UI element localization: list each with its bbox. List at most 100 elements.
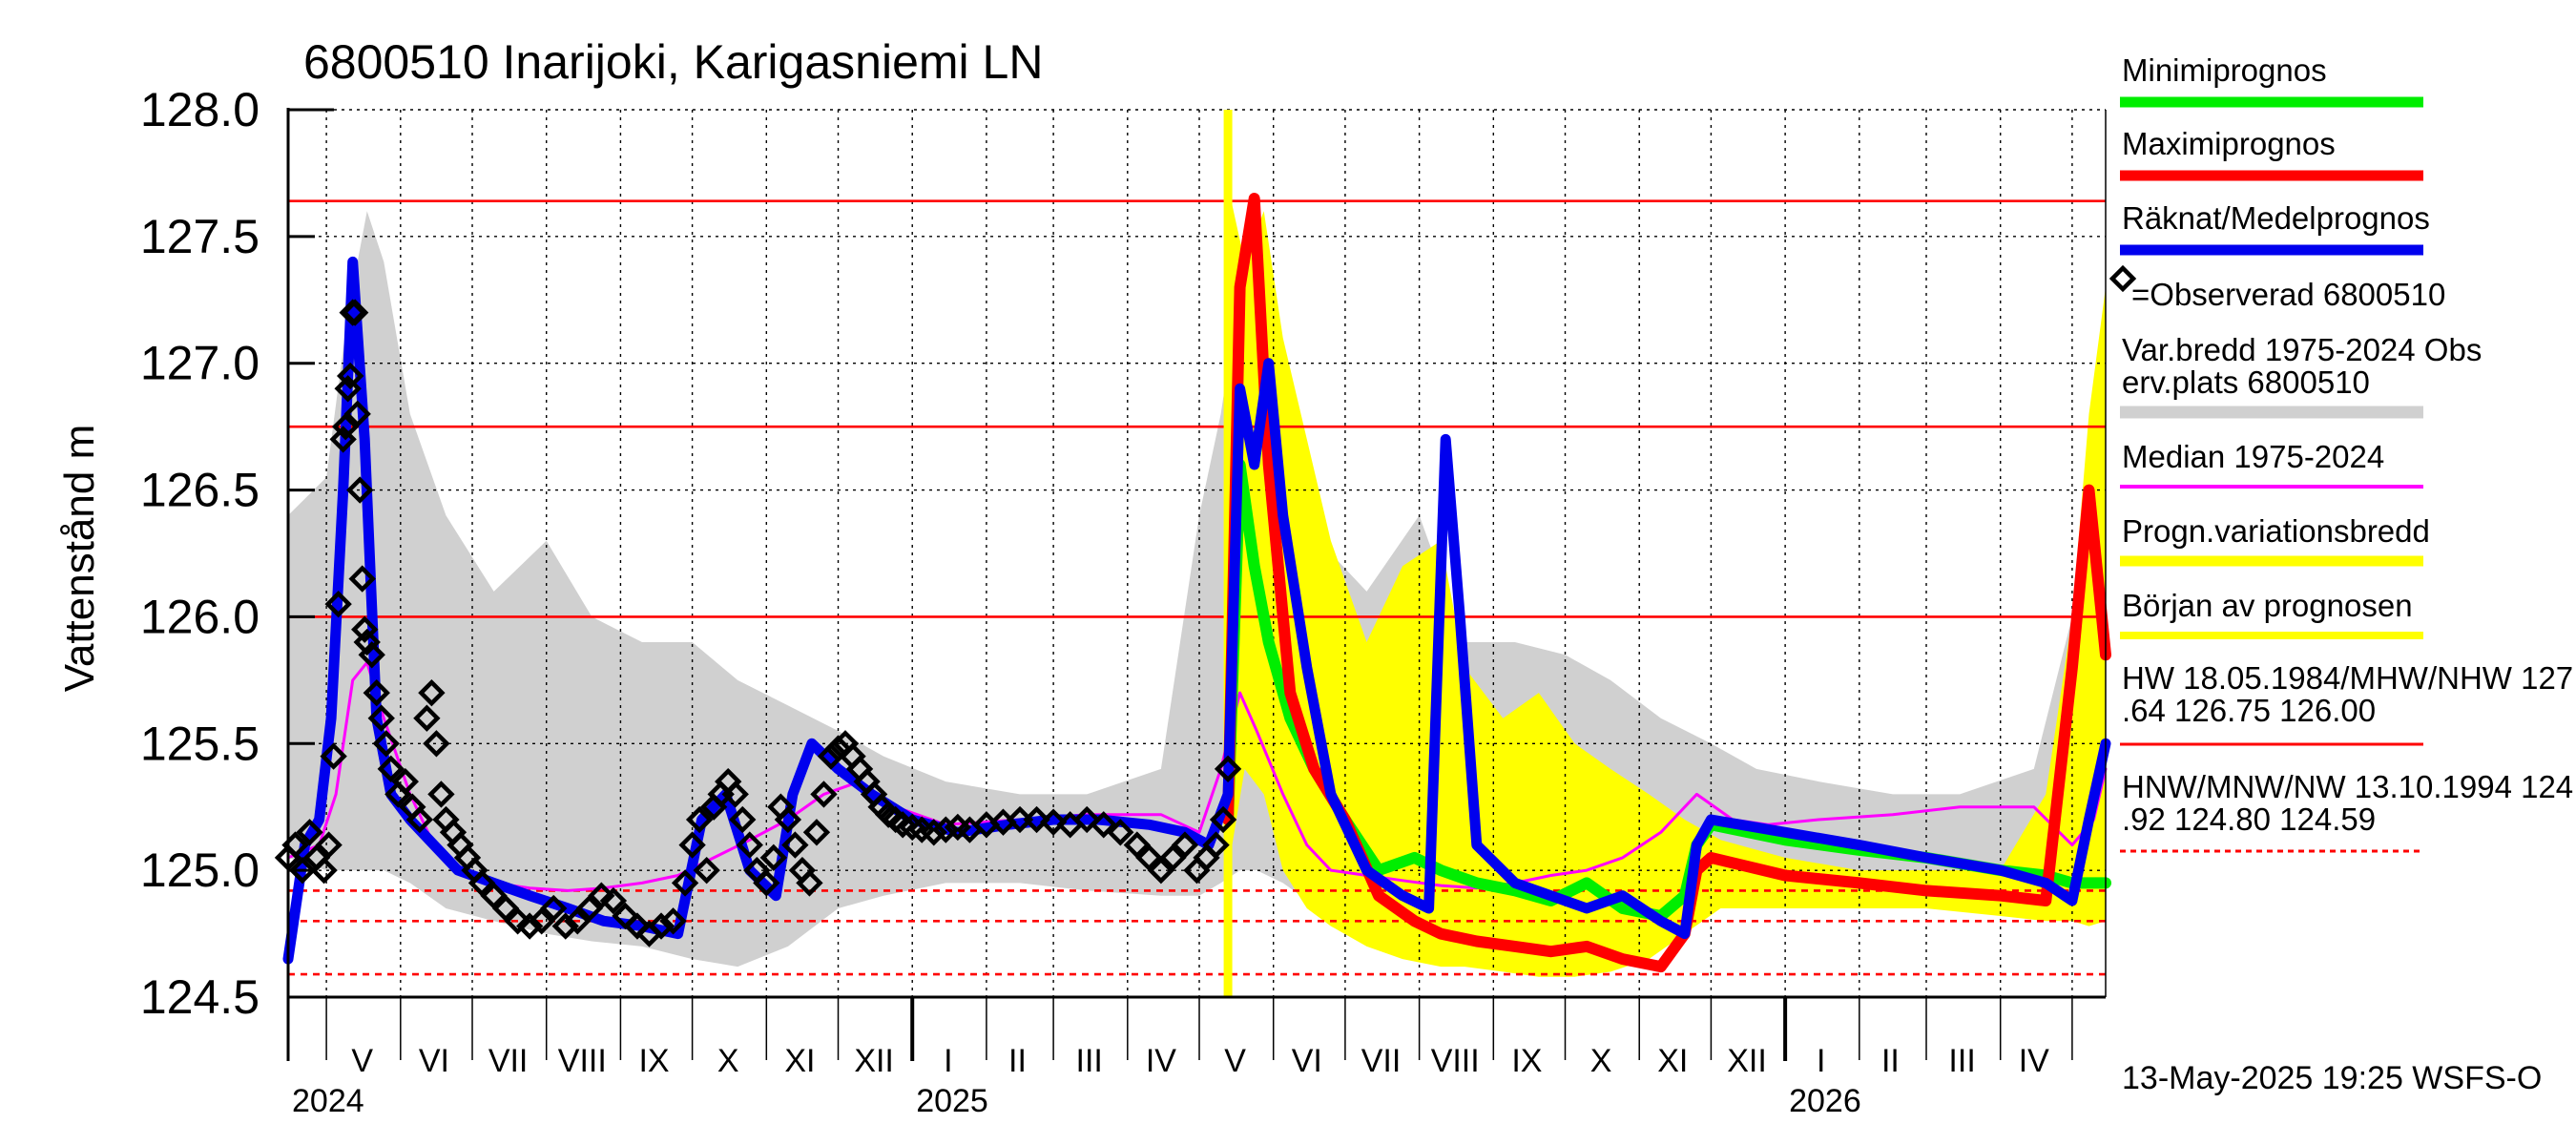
y-tick-label: 125.5 [140, 717, 260, 770]
observed-point [343, 400, 371, 428]
observed-point [774, 805, 802, 834]
month-label: II [1881, 1043, 1900, 1079]
legend-label: Minimiprognos [2122, 52, 2327, 88]
month-label: IX [1511, 1043, 1542, 1079]
observed-point [418, 678, 446, 707]
month-label: X [1590, 1043, 1612, 1079]
y-tick-label: 126.5 [140, 464, 260, 517]
observed-point [405, 805, 434, 834]
observed-point [363, 678, 390, 707]
y-tick-label: 127.5 [140, 210, 260, 263]
legend-label: Början av prognosen [2122, 588, 2413, 623]
month-label: VIII [558, 1043, 607, 1079]
observed-point [599, 886, 628, 915]
observed-point [423, 730, 450, 758]
month-label: VII [1361, 1043, 1402, 1079]
legend-label-line2: .64 126.75 126.00 [2122, 693, 2376, 728]
month-label: XII [1727, 1043, 1767, 1079]
observed-point [288, 856, 317, 885]
observed-markers-layer [274, 299, 1242, 947]
month-label: II [1008, 1043, 1027, 1079]
observed-point [753, 869, 780, 897]
observed-point [1159, 843, 1187, 872]
observed-point [1090, 811, 1117, 839]
legend-label: Median 1975-2024 [2122, 439, 2384, 474]
observed-point [334, 375, 362, 403]
month-label: V [351, 1043, 373, 1079]
observed-point [810, 781, 838, 808]
observed-point [685, 805, 714, 834]
max-forecast-line [1222, 193, 2111, 973]
observed-point [391, 767, 420, 796]
observed-point [564, 907, 592, 935]
observed-point [1209, 805, 1237, 834]
footer-timestamp: 13-May-2025 19:25 WSFS-O [2122, 1060, 2542, 1096]
observed-point [817, 742, 845, 770]
bands-layer [288, 185, 2106, 977]
observed-point [781, 831, 809, 859]
observed-point [331, 412, 360, 441]
y-tick-label: 124.5 [140, 970, 260, 1024]
observed-point [413, 704, 441, 732]
observed-point [515, 912, 544, 940]
observed-point [329, 426, 357, 453]
month-label: X [717, 1043, 739, 1079]
observed-point [1073, 805, 1101, 834]
year-label: 2025 [916, 1083, 988, 1119]
observed-point [1135, 843, 1163, 872]
observed-point [353, 628, 381, 656]
observed-point [575, 894, 604, 923]
observed-point [647, 912, 675, 940]
month-label: III [1076, 1043, 1103, 1079]
chart-title: 6800510 Inarijoki, Karigasniemi LN [303, 35, 1043, 89]
observed-point [671, 869, 699, 897]
month-label: IV [2019, 1043, 2049, 1079]
observed-point [693, 856, 720, 885]
observed-point [1147, 856, 1175, 885]
observed-point [310, 856, 338, 885]
observed-point [348, 565, 376, 593]
observed-point [358, 641, 385, 669]
observed-point [1202, 831, 1230, 859]
month-label: XI [784, 1043, 815, 1079]
observed-point [1123, 831, 1152, 859]
observed-point [796, 869, 823, 897]
observed-point [678, 831, 706, 859]
observed-point [491, 894, 520, 923]
month-label: VIII [1431, 1043, 1480, 1079]
observed-point [1214, 755, 1242, 783]
month-label: V [1224, 1043, 1246, 1079]
month-label: I [944, 1043, 952, 1079]
observed-point [721, 781, 749, 808]
observed-point [320, 742, 347, 770]
observed-point [623, 912, 652, 940]
month-label: VI [1292, 1043, 1322, 1079]
observed-point [351, 615, 379, 643]
mean-forecast-line [282, 256, 2111, 965]
legend-label: Räknat/Medelprognos [2122, 200, 2430, 236]
observed-point [427, 781, 455, 808]
month-label: VI [419, 1043, 449, 1079]
month-label: XI [1657, 1043, 1688, 1079]
observed-point [540, 894, 568, 923]
observed-point [480, 882, 508, 909]
observed-point [1107, 819, 1134, 846]
legend: Minimiprognos Maximiprognos Räknat/Medelpr… [2109, 52, 2573, 853]
observed-point [551, 912, 579, 940]
observed-point [315, 831, 343, 859]
legend-label: =Observerad 6800510 [2131, 277, 2445, 312]
observed-point [802, 819, 831, 846]
observed-point [824, 735, 852, 762]
observed-point [342, 299, 369, 326]
observed-point [659, 907, 687, 935]
observed-point [528, 907, 555, 935]
legend-label-line2: erv.plats 6800510 [2122, 364, 2370, 400]
observed-point [377, 755, 405, 783]
y-tick-label: 126.0 [140, 590, 260, 643]
frame-layer [286, 108, 2107, 1061]
observed-point [729, 805, 757, 834]
observed-point [467, 869, 496, 897]
month-label: XII [854, 1043, 894, 1079]
observed-point [296, 819, 323, 846]
